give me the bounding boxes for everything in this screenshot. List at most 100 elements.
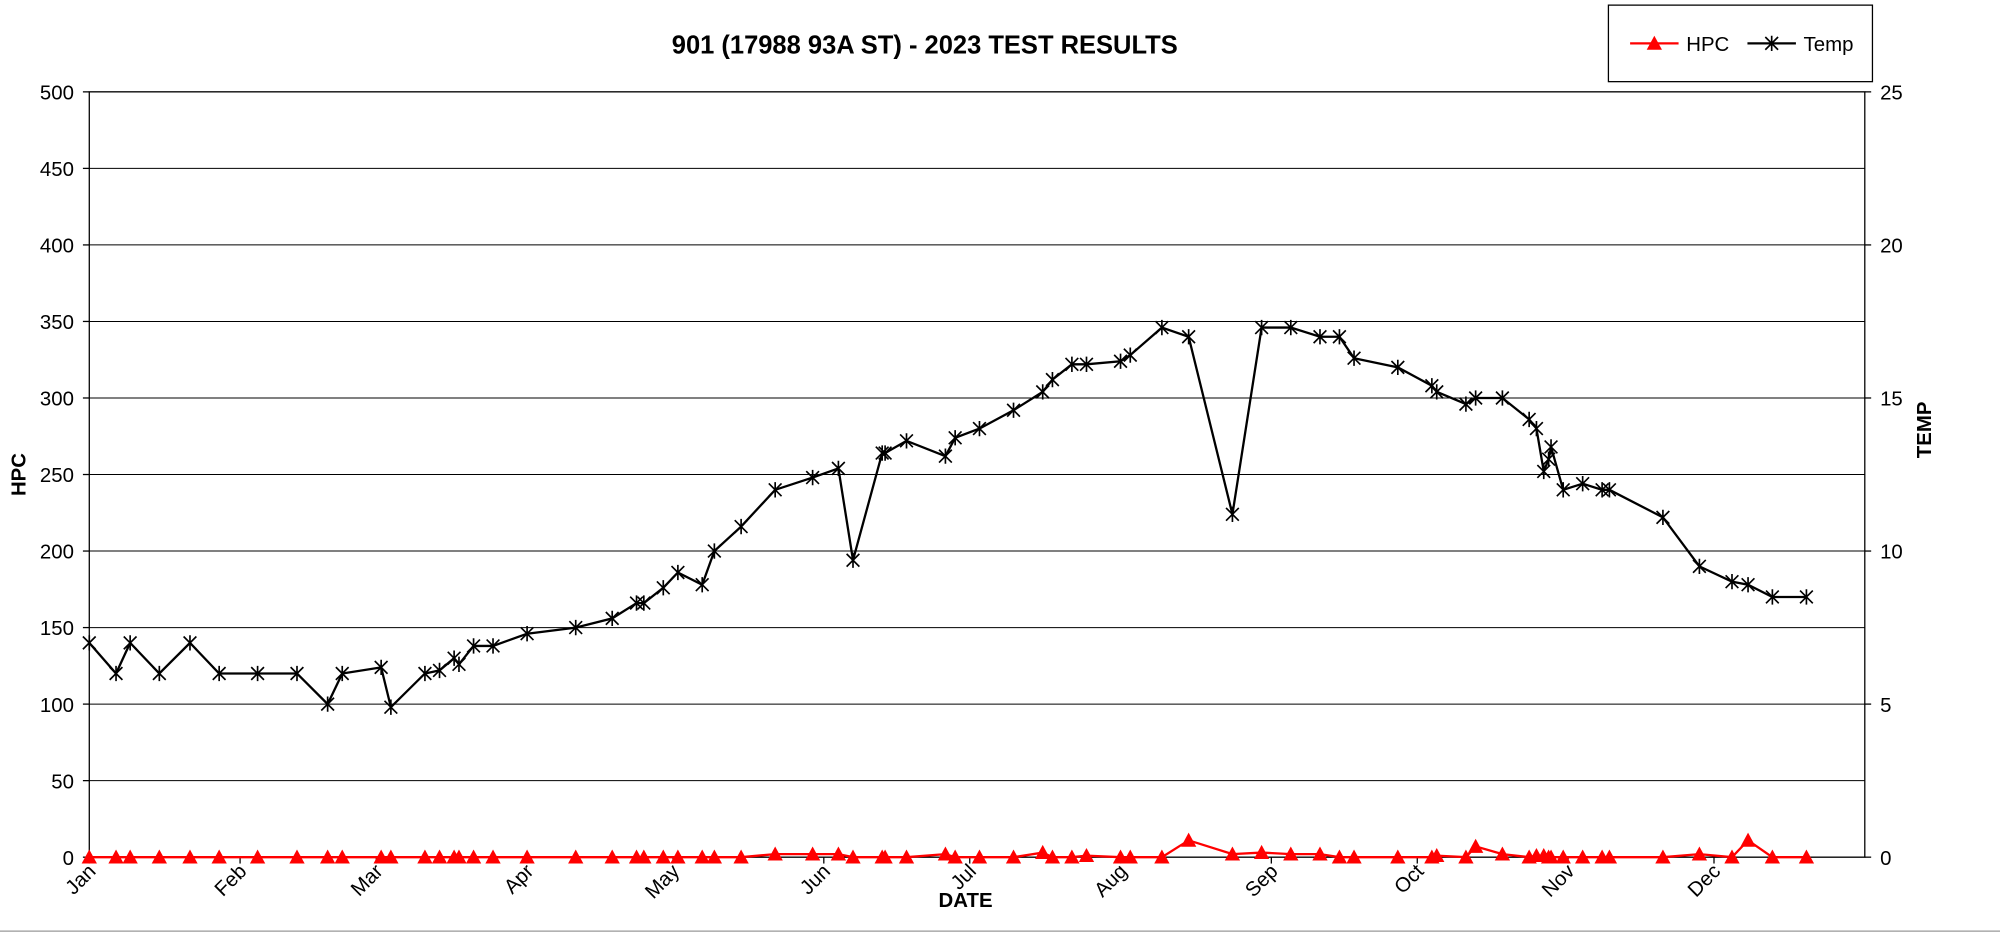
marker xyxy=(706,849,723,864)
marker xyxy=(466,638,481,654)
marker xyxy=(1122,849,1138,864)
marker xyxy=(1429,847,1445,863)
y-tick-label: 50 xyxy=(51,771,74,793)
series-1 xyxy=(82,319,1814,715)
marker xyxy=(629,595,644,611)
legend-label: Temp xyxy=(1804,34,1854,56)
marker xyxy=(1064,356,1079,372)
marker xyxy=(1035,844,1051,859)
marker xyxy=(485,849,501,864)
marker xyxy=(1123,347,1138,363)
y2-tick-label: 5 xyxy=(1880,695,1891,717)
marker xyxy=(1799,589,1814,605)
marker xyxy=(431,849,448,864)
marker xyxy=(383,699,398,715)
marker xyxy=(694,849,710,864)
y-tick-label: 200 xyxy=(40,542,74,564)
marker xyxy=(804,846,821,861)
marker xyxy=(1541,451,1556,467)
marker xyxy=(1655,509,1670,526)
marker xyxy=(805,469,820,486)
marker xyxy=(465,849,482,864)
y2-tick-label: 15 xyxy=(1880,389,1903,411)
marker xyxy=(1556,482,1571,498)
marker xyxy=(1655,849,1671,864)
marker xyxy=(1692,558,1707,575)
legend-label: HPC xyxy=(1686,34,1729,56)
marker xyxy=(1725,574,1739,590)
marker xyxy=(1346,849,1362,864)
marker xyxy=(972,420,987,437)
marker xyxy=(898,849,915,864)
marker xyxy=(182,849,198,864)
marker xyxy=(1390,849,1406,864)
marker xyxy=(152,665,167,682)
marker xyxy=(878,445,893,461)
marker xyxy=(212,665,227,682)
marker xyxy=(1312,846,1328,861)
marker xyxy=(1429,384,1444,400)
marker xyxy=(899,433,914,449)
marker xyxy=(1154,849,1170,864)
marker xyxy=(1646,35,1662,50)
marker xyxy=(432,662,447,679)
marker xyxy=(335,665,350,682)
marker xyxy=(1602,482,1617,498)
marker xyxy=(1764,849,1781,864)
marker xyxy=(707,543,722,559)
marker xyxy=(417,849,433,864)
marker xyxy=(1494,846,1511,861)
marker xyxy=(1798,849,1815,864)
marker xyxy=(733,849,749,864)
marker xyxy=(1331,849,1348,864)
marker xyxy=(670,849,686,864)
marker xyxy=(1691,846,1708,861)
marker xyxy=(520,626,535,642)
marker xyxy=(1458,849,1474,864)
marker xyxy=(383,849,399,864)
marker xyxy=(1180,832,1197,847)
marker xyxy=(417,665,432,682)
y2-tick-label: 10 xyxy=(1880,542,1903,564)
marker xyxy=(108,849,124,864)
marker xyxy=(695,577,710,593)
marker xyxy=(1332,329,1347,345)
marker xyxy=(1740,832,1756,847)
marker xyxy=(1495,390,1510,406)
marker xyxy=(830,846,847,861)
y-tick-label: 100 xyxy=(40,695,74,717)
marker xyxy=(1529,420,1544,437)
marker xyxy=(1390,359,1405,376)
marker xyxy=(971,849,988,864)
marker xyxy=(519,849,535,864)
marker xyxy=(1536,463,1551,480)
marker xyxy=(846,552,860,568)
marker xyxy=(183,635,197,651)
marker xyxy=(1522,411,1537,428)
marker xyxy=(604,849,620,864)
marker xyxy=(768,482,783,498)
y-tick-label: 300 xyxy=(40,389,74,411)
marker xyxy=(82,635,97,651)
marker xyxy=(845,849,861,864)
y-axis-label: HPC xyxy=(9,453,31,496)
marker xyxy=(1225,506,1240,522)
marker xyxy=(249,849,266,864)
marker xyxy=(831,460,846,477)
y-tick-label: 500 xyxy=(40,83,74,105)
marker xyxy=(109,665,124,682)
marker xyxy=(1283,846,1299,861)
marker xyxy=(1601,849,1618,864)
y-tick-label: 400 xyxy=(40,236,74,258)
y2-tick-label: 0 xyxy=(1880,848,1891,870)
marker xyxy=(670,564,685,581)
y-tick-label: 450 xyxy=(40,159,74,181)
marker xyxy=(81,849,97,864)
x-axis-label: DATE xyxy=(939,890,993,912)
marker xyxy=(486,638,500,654)
marker xyxy=(1313,329,1327,345)
marker xyxy=(1254,319,1269,336)
marker xyxy=(875,445,890,461)
